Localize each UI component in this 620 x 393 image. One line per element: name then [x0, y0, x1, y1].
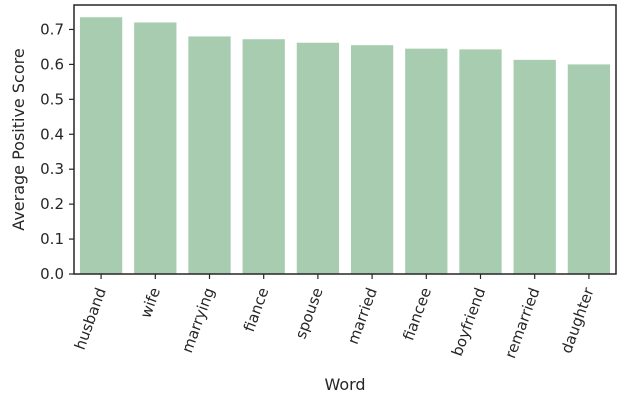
x-tick-label-married: married: [344, 285, 381, 346]
x-axis-title: Word: [324, 375, 365, 393]
bar-fiancee: [405, 48, 448, 274]
x-axis: husband wife marrying fiance spouse married fi…: [71, 274, 598, 361]
bar-fiance: [242, 39, 285, 274]
x-tick-label-husband: husband: [71, 285, 110, 352]
x-tick-label-remarried: remarried: [501, 285, 543, 361]
y-tick-label: 0.5: [40, 90, 64, 108]
x-tick-label-fiancee: fiancee: [399, 285, 435, 343]
y-tick-label: 0.7: [40, 20, 64, 38]
x-tick-label-marrying: marrying: [178, 285, 218, 355]
y-axis-title: Average Positive Score: [9, 48, 28, 230]
bar-married: [350, 45, 394, 275]
x-tick-label-fiance: fiance: [240, 285, 273, 334]
bar-marrying: [188, 36, 231, 274]
x-tick-label-wife: wife: [137, 285, 165, 320]
bar-remarried: [513, 59, 556, 274]
bar-daughter: [567, 64, 611, 274]
y-tick-label: 0.3: [40, 160, 64, 178]
y-tick-label: 0.6: [40, 55, 64, 73]
bar-wife: [134, 22, 177, 274]
bar-husband: [79, 17, 123, 274]
y-tick-label: 0.0: [40, 265, 64, 283]
bar-boyfriend: [459, 49, 502, 275]
x-tick-label-boyfriend: boyfriend: [448, 285, 489, 358]
bars-group: [79, 17, 611, 275]
y-tick-label: 0.1: [40, 230, 64, 248]
bar-spouse: [296, 42, 340, 275]
x-tick-label-spouse: spouse: [292, 285, 327, 341]
y-tick-label: 0.2: [40, 195, 64, 213]
y-tick-label: 0.4: [40, 125, 64, 143]
y-axis: 0.0 0.1 0.2 0.3 0.4 0.5 0.6 0.7: [40, 20, 74, 283]
x-tick-label-daughter: daughter: [557, 284, 598, 355]
plot-frame: [73, 4, 617, 275]
